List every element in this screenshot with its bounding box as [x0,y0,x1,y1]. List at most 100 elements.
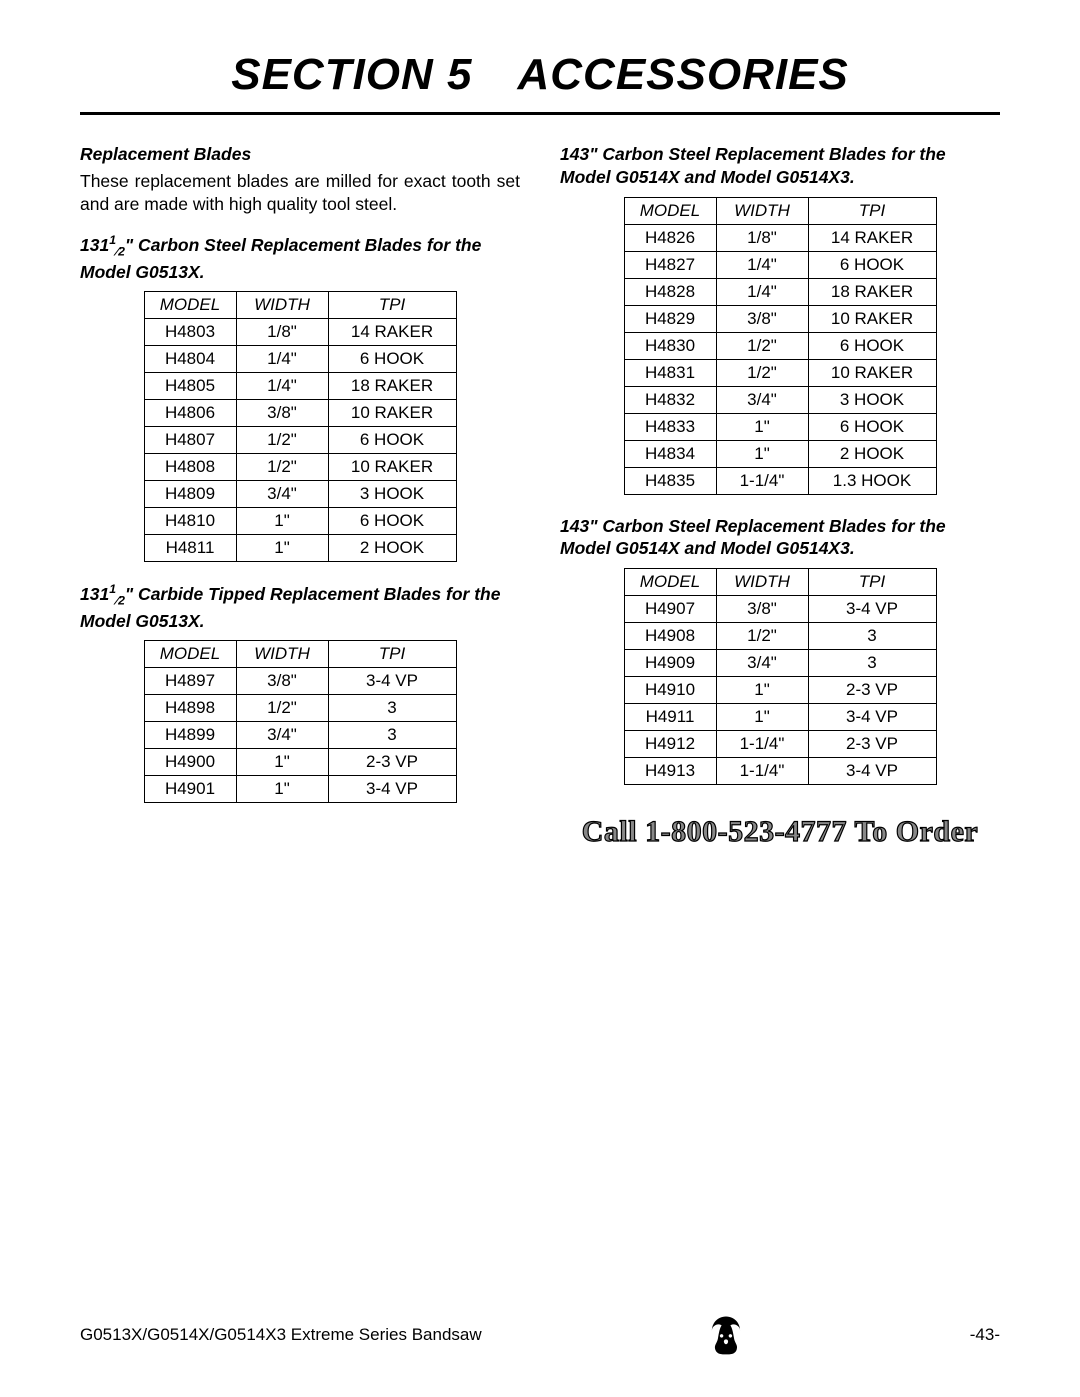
cell-width: 1/4" [236,346,328,373]
table-row: H48311/2"10 RAKER [624,359,936,386]
cell-width: 1/2" [716,332,808,359]
cell-model: H4828 [624,278,716,305]
table-row: H48101"6 HOOK [144,508,456,535]
cell-width: 3/4" [236,722,328,749]
th-width: WIDTH [236,641,328,668]
th-tpi: TPI [808,197,936,224]
table-row: H48081/2"10 RAKER [144,454,456,481]
cell-width: 3/8" [236,668,328,695]
table-row: H48341"2 HOOK [624,440,936,467]
page-number: -43- [970,1325,1000,1345]
caption-sup: 1 [109,582,116,596]
th-model: MODEL [144,292,236,319]
cell-model: H4834 [624,440,716,467]
table-row: H48301/2"6 HOOK [624,332,936,359]
cell-model: H4806 [144,400,236,427]
cell-tpi: 3-4 VP [328,776,456,803]
cell-tpi: 3-4 VP [328,668,456,695]
cell-model: H4831 [624,359,716,386]
divider [80,112,1000,115]
cell-model: H4835 [624,467,716,494]
cell-tpi: 3 [808,650,936,677]
table-header-row: MODEL WIDTH TPI [144,641,456,668]
cell-tpi: 10 RAKER [808,359,936,386]
cell-model: H4829 [624,305,716,332]
cell-model: H4911 [624,704,716,731]
caption-text: " Carbon Steel Replacement Blades for th… [80,235,481,281]
cell-tpi: 3 [808,623,936,650]
cell-width: 1-1/4" [716,467,808,494]
table-row: H48051/4"18 RAKER [144,373,456,400]
cell-model: H4807 [144,427,236,454]
cell-model: H4913 [624,758,716,785]
cell-model: H4907 [624,596,716,623]
table-row: H48261/8"14 RAKER [624,224,936,251]
cell-width: 1/8" [236,319,328,346]
table-carbide-g0514x: MODEL WIDTH TPI H49073/8"3-4 VPH49081/2"… [624,568,937,785]
cell-width: 1/2" [236,454,328,481]
table2-caption: 1311⁄2" Carbide Tipped Replacement Blade… [80,582,520,632]
cell-tpi: 6 HOOK [328,427,456,454]
cell-model: H4810 [144,508,236,535]
cell-width: 1/4" [236,373,328,400]
cell-width: 3/8" [716,596,808,623]
cell-width: 3/8" [716,305,808,332]
cell-tpi: 3-4 VP [808,704,936,731]
cell-model: H4827 [624,251,716,278]
cell-model: H4912 [624,731,716,758]
table3-caption: 143" Carbon Steel Replacement Blades for… [560,143,1000,189]
table-row: H48041/4"6 HOOK [144,346,456,373]
table-row: H48111"2 HOOK [144,535,456,562]
th-model: MODEL [624,197,716,224]
cell-width: 1-1/4" [716,731,808,758]
table-row: H48271/4"6 HOOK [624,251,936,278]
cell-model: H4811 [144,535,236,562]
caption-frac: ⁄2 [116,594,125,608]
content-columns: Replacement Blades These replacement bla… [80,143,1000,849]
cell-width: 3/4" [716,386,808,413]
cell-tpi: 3-4 VP [808,596,936,623]
cell-model: H4897 [144,668,236,695]
page-footer: G0513X/G0514X/G0514X3 Extreme Series Ban… [80,1313,1000,1357]
table-row: H48031/8"14 RAKER [144,319,456,346]
th-tpi: TPI [808,569,936,596]
table-row: H49101"2-3 VP [624,677,936,704]
cell-tpi: 2-3 VP [808,677,936,704]
call-to-order: Call 1-800-523-4777 To Order [560,815,1000,849]
table1-body: H48031/8"14 RAKERH48041/4"6 HOOKH48051/4… [144,319,456,562]
table-row: H48323/4"3 HOOK [624,386,936,413]
replacement-blades-body: These replacement blades are milled for … [80,170,520,216]
table2-body: H48973/8"3-4 VPH48981/2"3H48993/4"3H4900… [144,668,456,803]
table-row: H49073/8"3-4 VP [624,596,936,623]
caption-frac: ⁄2 [116,245,125,259]
table-row: H48093/4"3 HOOK [144,481,456,508]
table1-caption: 1311⁄2" Carbon Steel Replacement Blades … [80,233,520,283]
cell-width: 1" [716,677,808,704]
cell-tpi: 18 RAKER [808,278,936,305]
cell-tpi: 10 RAKER [808,305,936,332]
caption-text: 131 [80,235,109,255]
replacement-blades-heading: Replacement Blades [80,143,520,166]
table-row: H48063/8"10 RAKER [144,400,456,427]
cell-tpi: 3 HOOK [328,481,456,508]
cell-tpi: 18 RAKER [328,373,456,400]
table-carbide-g0513x: MODEL WIDTH TPI H48973/8"3-4 VPH48981/2"… [144,640,457,803]
table4-caption: 143" Carbon Steel Replacement Blades for… [560,515,1000,561]
caption-sup: 1 [109,233,116,247]
th-model: MODEL [624,569,716,596]
cell-width: 1/4" [716,278,808,305]
table3-body: H48261/8"14 RAKERH48271/4"6 HOOKH48281/4… [624,224,936,494]
cell-tpi: 6 HOOK [808,413,936,440]
table-carbon-g0513x: MODEL WIDTH TPI H48031/8"14 RAKERH48041/… [144,291,457,562]
cell-model: H4803 [144,319,236,346]
caption-text: " Carbide Tipped Replacement Blades for … [80,584,500,630]
table-row: H49093/4"3 [624,650,936,677]
cell-width: 1" [716,440,808,467]
cell-tpi: 6 HOOK [328,508,456,535]
cell-width: 1" [236,749,328,776]
cell-tpi: 10 RAKER [328,400,456,427]
th-width: WIDTH [236,292,328,319]
cell-tpi: 3-4 VP [808,758,936,785]
cell-width: 3/4" [236,481,328,508]
cell-width: 3/8" [236,400,328,427]
